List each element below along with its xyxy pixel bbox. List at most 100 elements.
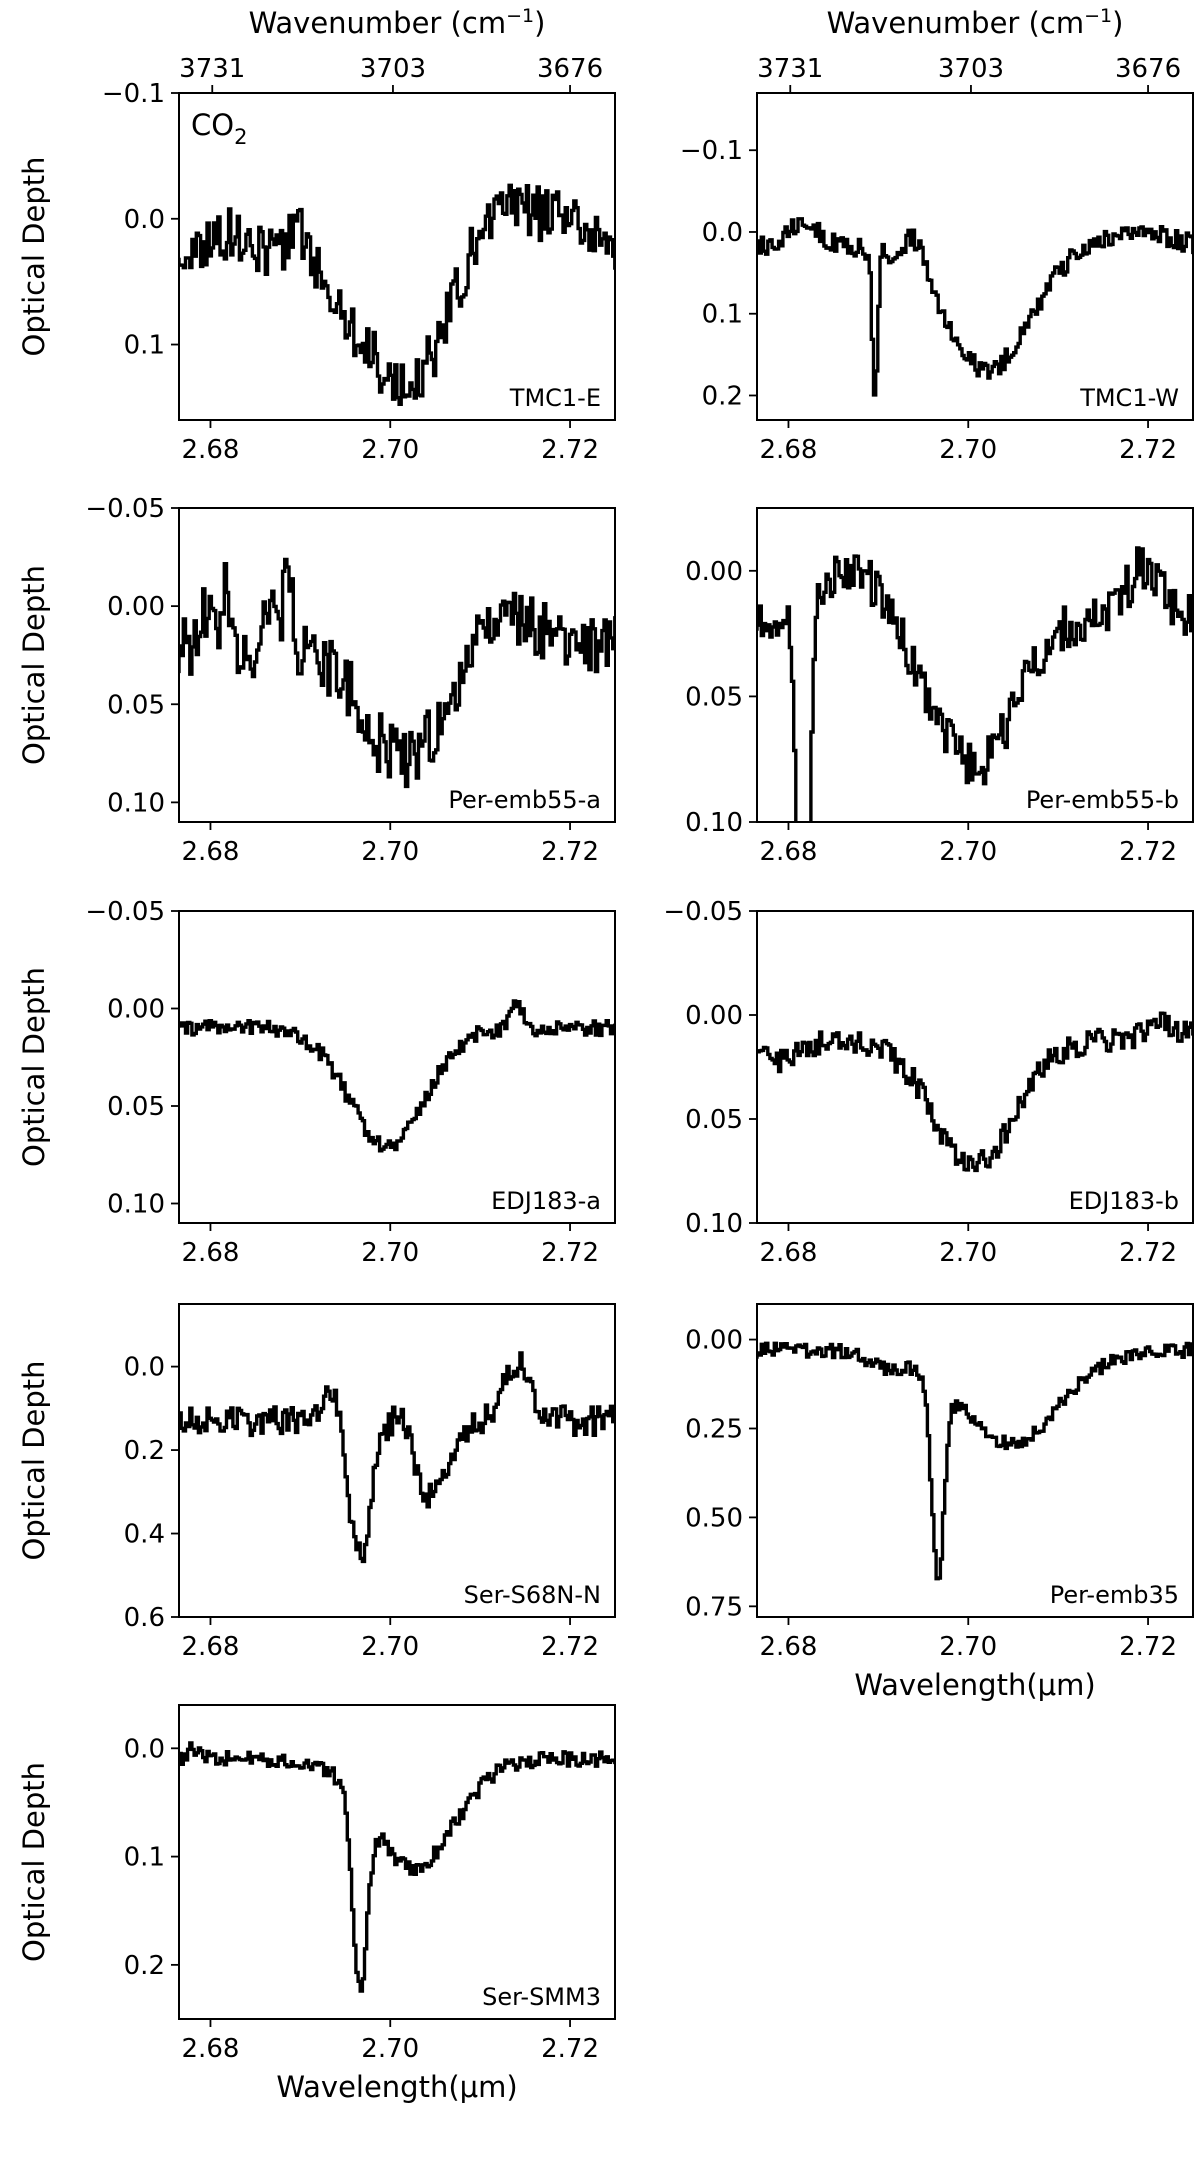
x-tick-label: 2.68	[182, 1238, 240, 1268]
y-axis-label: Optical Depth	[17, 565, 51, 765]
panel-tmc1-e: 2.68 2.70 2.72 −0.1 0.0 0.1 TMC1-E Optical Dept…	[17, 5, 616, 465]
plot-frame	[756, 1303, 1194, 1618]
y-axis-label: Optical Depth	[17, 1361, 51, 1561]
y-tick-label: −0.1	[680, 136, 743, 166]
object-name: TMC1-E	[509, 384, 601, 412]
panel-tmc1-w: 2.68 2.70 2.72 −0.1 0.0 0.1 0.2 TMC1-W 3731 3703 3…	[680, 5, 1194, 465]
spectrum-line	[757, 217, 1193, 397]
panel-edj183-b: 2.68 2.70 2.72 −0.05 0.00 0.05 0.10 EDJ183-b	[663, 897, 1194, 1268]
plot-frame	[178, 910, 616, 1224]
x-tick-label: 2.72	[1119, 1238, 1177, 1268]
spectrum-line	[179, 1351, 615, 1564]
x-tick-label: 2.70	[361, 1632, 419, 1662]
y-tick-label: 0.00	[685, 1001, 743, 1031]
y-tick-label: 0.10	[107, 788, 165, 818]
object-name: Per-emb35	[1050, 1581, 1179, 1609]
x-tick-label: 2.70	[361, 435, 419, 465]
y-tick-label: 0.0	[124, 1353, 165, 1383]
y-tick-label: 0.10	[107, 1190, 165, 1220]
x-tick-label: 2.72	[541, 837, 599, 867]
y-tick-label: 0.1	[124, 1843, 165, 1873]
plot-frame	[178, 1303, 616, 1618]
y-tick-label: 0.10	[685, 1209, 743, 1239]
y-tick-label: 0.2	[124, 1951, 165, 1981]
top-tick-label: 3731	[179, 54, 245, 84]
x-tick-label: 2.72	[1119, 435, 1177, 465]
x-tick-label: 2.70	[939, 1632, 997, 1662]
y-axis-label: Optical Depth	[17, 157, 51, 357]
x-tick-label: 2.72	[1119, 837, 1177, 867]
y-tick-label: −0.1	[102, 79, 165, 109]
top-tick-label: 3703	[938, 54, 1004, 84]
spectrum-line	[179, 183, 615, 406]
y-axis-label: Optical Depth	[17, 1762, 51, 1962]
plot-frame	[756, 507, 1194, 823]
plot-frame	[178, 507, 616, 823]
x-tick-label: 2.70	[361, 1238, 419, 1268]
plot-frame	[756, 910, 1194, 1224]
object-name: Per-emb55-a	[448, 786, 601, 814]
x-tick-label: 2.70	[939, 435, 997, 465]
spectrum-line	[179, 999, 615, 1153]
panel-per-emb35: 2.68 2.70 2.72 0.00 0.25 0.50 0.75 Per-emb35 Wav…	[685, 1303, 1194, 1702]
x-tick-label: 2.72	[1119, 1632, 1177, 1662]
x-tick-label: 2.68	[182, 1632, 240, 1662]
x-tick-label: 2.68	[760, 1238, 818, 1268]
x-tick-label: 2.68	[760, 1632, 818, 1662]
panel-per-emb55-b: 2.68 2.70 2.72 0.00 0.05 0.10 Per-emb55-b	[685, 507, 1194, 867]
panel-ser-s68n-n: 2.68 2.70 2.72 0.0 0.2 0.4 0.6 Ser-S68N-N Optica…	[17, 1303, 616, 1662]
y-tick-label: 0.2	[702, 381, 743, 411]
x-tick-label: 2.68	[182, 2034, 240, 2064]
y-tick-label: 0.50	[685, 1503, 743, 1533]
top-tick-label: 3703	[360, 54, 426, 84]
y-tick-label: 0.75	[685, 1592, 743, 1622]
y-tick-label: 0.10	[685, 808, 743, 838]
x-tick-label: 2.68	[182, 837, 240, 867]
y-tick-label: 0.0	[124, 205, 165, 235]
y-tick-label: 0.05	[685, 1105, 743, 1135]
y-tick-label: −0.05	[85, 897, 165, 927]
spectrum-line	[757, 546, 1193, 822]
spectrum-line	[757, 1011, 1193, 1173]
panel-edj183-a: 2.68 2.70 2.72 −0.05 0.00 0.05 0.10 EDJ183-a Opt…	[17, 897, 616, 1268]
x-tick-label: 2.70	[939, 837, 997, 867]
panel-ser-smm3: 2.68 2.70 2.72 0.0 0.1 0.2 Ser-SMM3 Optical Dep…	[17, 1704, 616, 2104]
y-tick-label: −0.05	[85, 494, 165, 524]
object-name: Ser-S68N-N	[464, 1581, 601, 1609]
y-tick-label: 0.0	[124, 1734, 165, 1764]
x-axis-label: Wavelength(μm)	[854, 1668, 1095, 1702]
y-tick-label: −0.05	[663, 897, 743, 927]
x-tick-label: 2.70	[361, 837, 419, 867]
x-tick-label: 2.72	[541, 1632, 599, 1662]
x-axis-label: Wavelength(μm)	[276, 2070, 517, 2104]
object-name: EDJ183-b	[1069, 1187, 1179, 1215]
y-tick-label: 0.6	[124, 1603, 165, 1633]
y-tick-label: 0.05	[107, 690, 165, 720]
x-tick-label: 2.68	[182, 435, 240, 465]
plot-frame	[756, 92, 1194, 421]
y-tick-label: 0.00	[685, 1326, 743, 1356]
x-tick-label: 2.72	[541, 1238, 599, 1268]
y-tick-label: 0.00	[107, 592, 165, 622]
object-name: Per-emb55-b	[1026, 786, 1179, 814]
x-tick-label: 2.68	[760, 837, 818, 867]
x-tick-label: 2.68	[760, 435, 818, 465]
top-tick-label: 3731	[757, 54, 823, 84]
object-name: TMC1-W	[1079, 384, 1179, 412]
top-tick-label: 3676	[1115, 54, 1181, 84]
y-axis-label: Optical Depth	[17, 967, 51, 1167]
y-tick-label: 0.00	[107, 995, 165, 1025]
top-axis-label: Wavenumber (cm−1)	[249, 5, 546, 40]
species-label: CO2	[191, 108, 247, 149]
x-tick-label: 2.70	[939, 1238, 997, 1268]
top-tick-label: 3676	[537, 54, 603, 84]
x-tick-label: 2.72	[541, 2034, 599, 2064]
x-tick-label: 2.72	[541, 435, 599, 465]
y-tick-label: 0.4	[124, 1520, 165, 1550]
panel-per-emb55-a: 2.68 2.70 2.72 −0.05 0.00 0.05 0.10 Per-emb55-a…	[17, 494, 616, 867]
y-tick-label: 0.00	[685, 557, 743, 587]
y-tick-label: 0.05	[107, 1092, 165, 1122]
y-tick-label: 0.1	[702, 300, 743, 330]
plot-frame	[178, 92, 616, 421]
